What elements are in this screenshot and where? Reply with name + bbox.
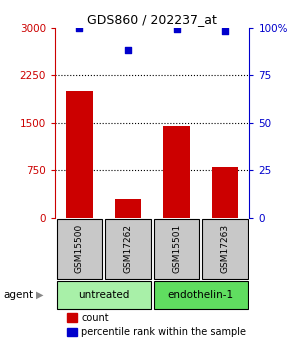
Text: count: count [81, 313, 109, 323]
FancyBboxPatch shape [105, 219, 151, 279]
Point [223, 29, 227, 34]
Text: GSM15500: GSM15500 [75, 224, 84, 273]
Text: GSM17263: GSM17263 [221, 224, 230, 273]
Bar [163, 126, 190, 218]
Text: untreated: untreated [78, 290, 129, 300]
Bar [115, 199, 141, 218]
FancyBboxPatch shape [154, 281, 248, 309]
Title: GDS860 / 202237_at: GDS860 / 202237_at [87, 13, 217, 27]
Bar [67, 314, 77, 322]
FancyBboxPatch shape [57, 281, 151, 309]
Bar [212, 167, 238, 218]
Point [126, 48, 130, 53]
FancyBboxPatch shape [154, 219, 199, 279]
Text: percentile rank within the sample: percentile rank within the sample [81, 327, 246, 337]
Text: GSM15501: GSM15501 [172, 224, 181, 273]
Bar [67, 328, 77, 336]
Text: GSM17262: GSM17262 [124, 224, 133, 273]
Point [174, 27, 179, 32]
Bar [66, 91, 93, 218]
FancyBboxPatch shape [57, 219, 102, 279]
Text: agent: agent [3, 290, 33, 300]
Text: endothelin-1: endothelin-1 [168, 290, 234, 300]
Point [77, 25, 82, 30]
Text: ▶: ▶ [36, 290, 44, 300]
FancyBboxPatch shape [202, 219, 248, 279]
